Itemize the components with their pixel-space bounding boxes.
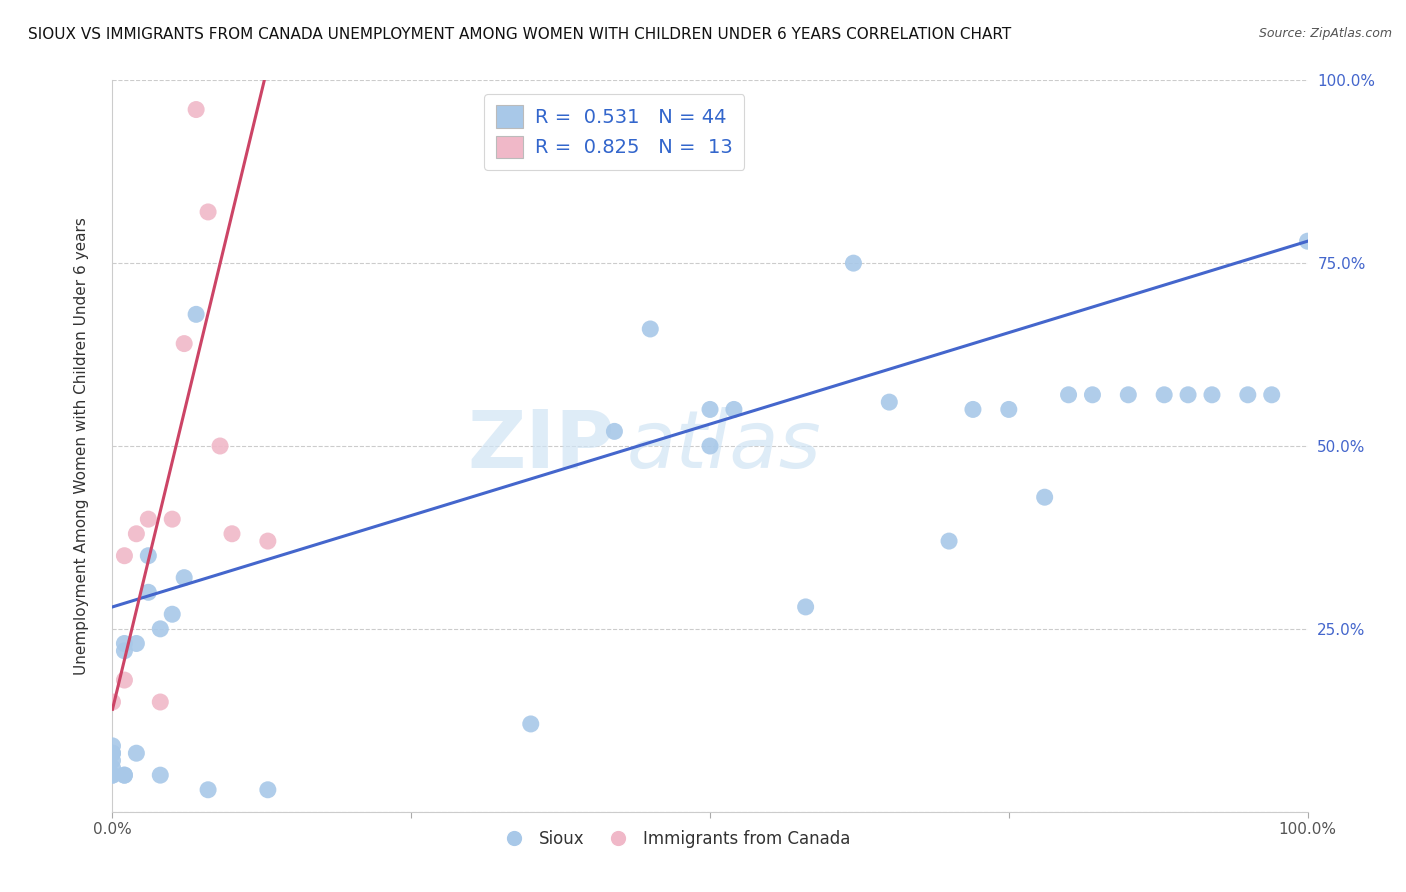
Text: SIOUX VS IMMIGRANTS FROM CANADA UNEMPLOYMENT AMONG WOMEN WITH CHILDREN UNDER 6 Y: SIOUX VS IMMIGRANTS FROM CANADA UNEMPLOY…: [28, 27, 1011, 42]
Point: [998, 402, 1021, 417]
Point: [1237, 388, 1260, 402]
Point: [149, 695, 172, 709]
Point: [162, 607, 183, 622]
Text: Source: ZipAtlas.com: Source: ZipAtlas.com: [1258, 27, 1392, 40]
Point: [209, 439, 232, 453]
Point: [186, 103, 208, 117]
Point: [640, 322, 662, 336]
Point: [1296, 234, 1319, 248]
Point: [125, 746, 148, 760]
Point: [114, 636, 135, 650]
Point: [101, 746, 124, 760]
Point: [149, 622, 172, 636]
Point: [101, 768, 124, 782]
Point: [186, 307, 208, 321]
Point: [221, 526, 243, 541]
Point: [938, 534, 960, 549]
Point: [1118, 388, 1140, 402]
Point: [1201, 388, 1223, 402]
Point: [173, 336, 195, 351]
Point: [1261, 388, 1284, 402]
Point: [101, 768, 124, 782]
Point: [114, 768, 135, 782]
Point: [162, 512, 183, 526]
Point: [138, 549, 160, 563]
Legend: Sioux, Immigrants from Canada: Sioux, Immigrants from Canada: [491, 823, 858, 855]
Point: [149, 768, 172, 782]
Point: [114, 549, 135, 563]
Point: [1081, 388, 1104, 402]
Point: [101, 695, 124, 709]
Point: [794, 599, 817, 614]
Point: [197, 782, 219, 797]
Point: [173, 571, 195, 585]
Point: [1153, 388, 1175, 402]
Point: [138, 512, 160, 526]
Point: [1057, 388, 1080, 402]
Point: [699, 439, 721, 453]
Point: [101, 761, 124, 775]
Point: [138, 585, 160, 599]
Point: [125, 636, 148, 650]
Point: [603, 425, 626, 439]
Point: [723, 402, 745, 417]
Point: [101, 739, 124, 753]
Y-axis label: Unemployment Among Women with Children Under 6 years: Unemployment Among Women with Children U…: [75, 217, 89, 675]
Text: atlas: atlas: [627, 407, 821, 485]
Point: [101, 746, 124, 760]
Point: [842, 256, 865, 270]
Text: ZIP: ZIP: [467, 407, 614, 485]
Point: [197, 205, 219, 219]
Point: [125, 526, 148, 541]
Point: [114, 644, 135, 658]
Point: [962, 402, 984, 417]
Point: [699, 402, 721, 417]
Point: [257, 534, 280, 549]
Point: [1033, 490, 1056, 504]
Point: [520, 717, 543, 731]
Point: [114, 768, 135, 782]
Point: [114, 673, 135, 687]
Point: [257, 782, 280, 797]
Point: [1177, 388, 1199, 402]
Point: [879, 395, 901, 409]
Point: [101, 754, 124, 768]
